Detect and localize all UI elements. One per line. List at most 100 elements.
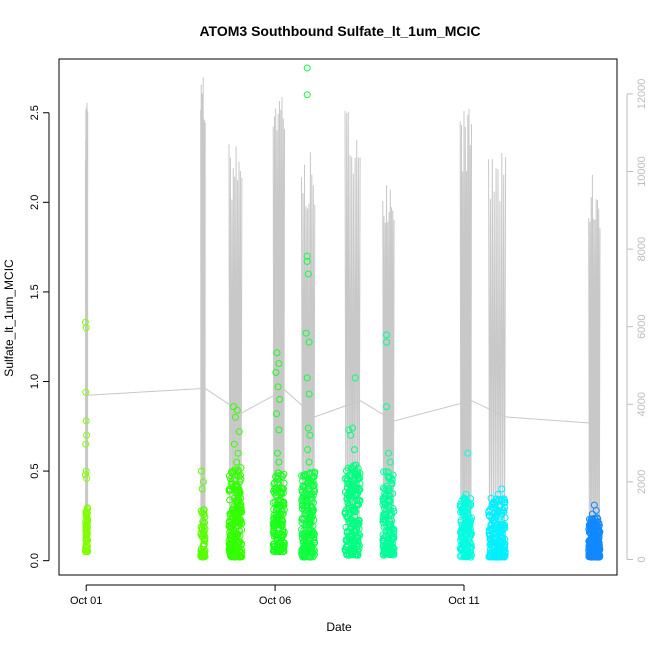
data-point <box>459 509 467 516</box>
data-point <box>82 525 90 533</box>
data-point <box>458 529 465 537</box>
altitude-profile <box>488 152 507 541</box>
data-point <box>309 513 316 520</box>
data-point <box>276 395 284 403</box>
data-point <box>379 484 387 492</box>
data-point <box>199 478 207 486</box>
data-point <box>310 481 318 489</box>
plot-frame <box>58 58 618 576</box>
data-point <box>199 542 207 550</box>
data-point <box>351 485 358 492</box>
data-point <box>232 510 240 518</box>
data-point <box>595 531 603 539</box>
data-point <box>492 498 500 505</box>
data-point <box>595 526 603 534</box>
data-point <box>585 551 593 558</box>
data-point <box>501 496 508 504</box>
data-point <box>84 505 92 513</box>
data-point <box>352 469 360 477</box>
data-point <box>298 497 306 505</box>
data-point <box>271 529 279 537</box>
data-point <box>270 542 278 550</box>
data-point <box>306 469 314 477</box>
data-point <box>464 449 472 457</box>
data-points <box>81 64 604 561</box>
data-point <box>307 550 315 557</box>
data-point <box>225 522 233 530</box>
data-point <box>387 527 395 535</box>
data-point <box>495 527 503 535</box>
data-point <box>494 508 502 516</box>
data-point <box>390 545 398 553</box>
data-point <box>230 494 238 502</box>
y2-tick-label: 8000 <box>636 237 648 261</box>
data-point <box>349 548 357 556</box>
data-point <box>225 487 233 495</box>
data-point <box>227 524 235 532</box>
data-point <box>350 506 358 514</box>
data-point <box>275 458 283 466</box>
data-point <box>588 510 596 518</box>
data-point <box>235 486 242 494</box>
y2-tick-label: 0 <box>636 556 648 562</box>
data-point <box>82 417 90 425</box>
data-point <box>299 546 307 553</box>
data-point <box>305 338 313 346</box>
data-point <box>501 499 509 507</box>
data-point <box>485 508 493 516</box>
data-point <box>499 539 507 547</box>
data-point <box>349 424 356 432</box>
data-point <box>465 549 473 557</box>
data-point <box>230 403 237 411</box>
data-point <box>304 270 312 278</box>
y2-tick-label: 2000 <box>636 470 648 494</box>
data-point <box>462 490 470 498</box>
data-point <box>343 528 351 536</box>
data-point <box>354 519 362 527</box>
data-point <box>237 475 245 483</box>
data-point <box>347 431 355 439</box>
data-point <box>345 549 353 557</box>
data-point <box>307 480 315 488</box>
data-point <box>384 449 392 457</box>
data-point <box>238 540 245 547</box>
data-point <box>585 525 593 533</box>
y-tick-label: 1.5 <box>29 284 41 299</box>
data-point <box>272 487 280 495</box>
data-point <box>275 360 283 368</box>
data-point <box>460 494 468 502</box>
data-point <box>310 473 318 481</box>
data-point <box>235 488 243 496</box>
data-point <box>491 536 499 544</box>
data-point <box>227 468 235 476</box>
data-point <box>379 542 387 549</box>
data-point <box>271 489 278 497</box>
data-point <box>463 508 471 516</box>
data-point <box>307 495 315 503</box>
data-point <box>346 504 353 512</box>
y-tick-label: 0.5 <box>29 463 41 478</box>
data-point <box>306 431 314 439</box>
data-point <box>83 522 91 530</box>
data-point <box>465 527 473 535</box>
data-point <box>275 496 283 504</box>
data-point <box>230 547 238 554</box>
data-point <box>303 489 311 497</box>
chart-title: ATOM3 Southbound Sulfate_lt_1um_MCIC <box>199 23 480 39</box>
y2-tick-label: 12000 <box>636 79 648 110</box>
data-point <box>494 490 502 498</box>
data-point <box>307 511 314 519</box>
data-point <box>497 521 505 528</box>
data-point <box>271 479 279 487</box>
data-point <box>354 489 362 497</box>
x-tick-label: Oct 06 <box>259 595 291 607</box>
data-point <box>197 523 205 531</box>
y-tick-label: 0.0 <box>29 553 41 568</box>
data-point <box>381 511 388 519</box>
data-point <box>380 534 388 542</box>
y-tick-label: 1.0 <box>29 374 41 389</box>
data-point <box>301 503 309 510</box>
data-point <box>304 424 312 432</box>
data-point <box>81 318 89 326</box>
